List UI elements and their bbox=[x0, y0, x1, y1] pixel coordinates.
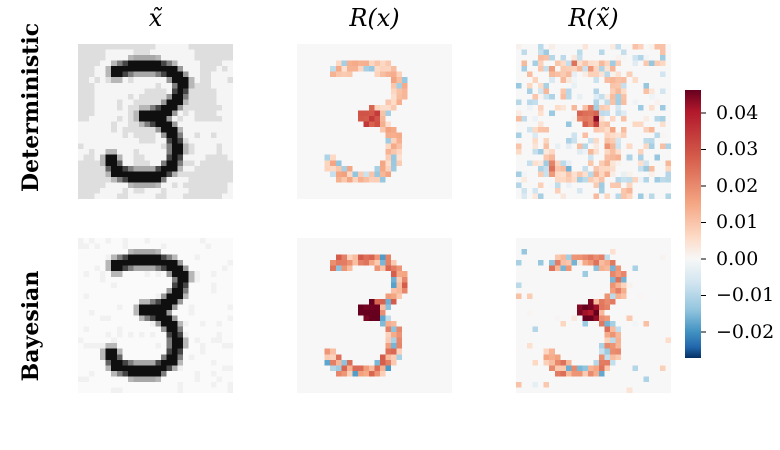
row-label-deterministic: Deterministic bbox=[18, 22, 44, 192]
colorbar-tick-label: 0.03 bbox=[716, 138, 759, 160]
panel-bayesian-input bbox=[78, 238, 233, 393]
panel-bayesian-relevance-x bbox=[297, 238, 452, 393]
panel-deterministic-relevance-x-tilde bbox=[516, 44, 671, 199]
colorbar-tick-label: 0.04 bbox=[716, 102, 759, 124]
colorbar bbox=[685, 90, 706, 358]
colorbar-tick-label: 0.01 bbox=[716, 211, 759, 233]
colorbar-tick-label: 0.02 bbox=[716, 175, 759, 197]
panel-bayesian-relevance-x-tilde bbox=[516, 238, 671, 393]
column-title-r-x: R(x) bbox=[349, 4, 400, 32]
colorbar-tick-label: −0.01 bbox=[716, 284, 775, 306]
column-title-x-tilde: x̃ bbox=[148, 4, 163, 32]
column-title-r-x-tilde: R(x̃) bbox=[568, 4, 619, 32]
colorbar-tick-label: −0.02 bbox=[716, 321, 775, 343]
row-label-bayesian: Bayesian bbox=[18, 270, 44, 382]
colorbar-tick-label: 0.00 bbox=[716, 248, 759, 270]
panel-deterministic-relevance-x bbox=[297, 44, 452, 199]
panel-deterministic-input bbox=[78, 44, 233, 199]
